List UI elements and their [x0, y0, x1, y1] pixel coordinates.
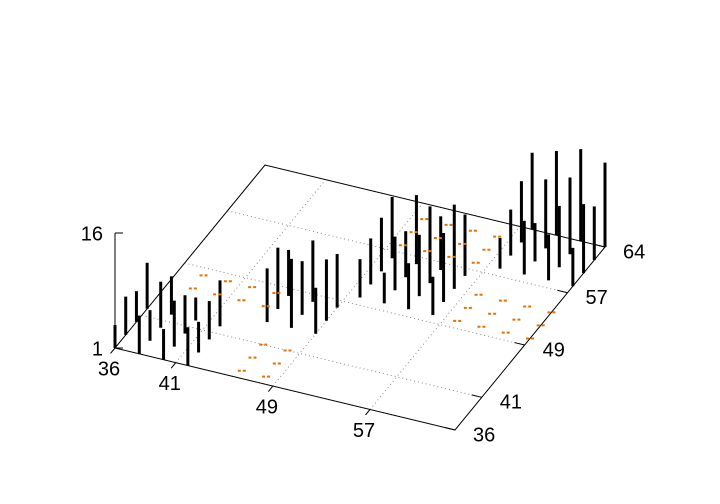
grid-line [184, 262, 525, 346]
x-tick [365, 409, 371, 416]
x-tick-label: 49 [256, 396, 278, 418]
y-tick [514, 342, 525, 346]
x-tick [267, 385, 274, 392]
x-tick [170, 362, 177, 369]
y-tick [444, 427, 456, 431]
y-tick-label: 57 [586, 287, 608, 309]
y-tick [594, 244, 606, 248]
grid-line [272, 202, 424, 387]
z-tick-label: 1 [92, 338, 103, 360]
y-tick [557, 289, 568, 294]
x-tick-label: 57 [353, 420, 375, 442]
grid-line [141, 314, 482, 398]
x-tick [110, 347, 116, 354]
x-tick-label: 41 [159, 373, 181, 395]
y-tick-label: 41 [500, 392, 522, 414]
y-tick [471, 394, 482, 398]
y-tick-label: 64 [623, 241, 645, 263]
x-tick-label: 36 [98, 358, 120, 380]
z-tick-label: 16 [81, 223, 103, 245]
y-tick-label: 49 [543, 339, 565, 361]
y-tick-label: 36 [473, 424, 495, 446]
